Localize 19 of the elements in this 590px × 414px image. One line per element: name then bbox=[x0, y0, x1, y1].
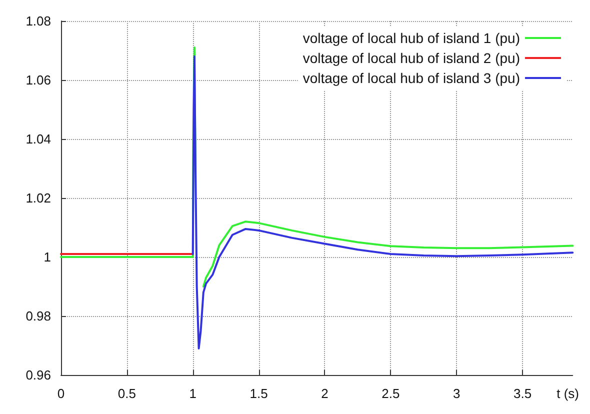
x-tick-label: 2 bbox=[321, 386, 328, 401]
x-tick-label: 3.5 bbox=[513, 386, 532, 401]
x-tick-label: 3 bbox=[452, 386, 460, 401]
y-tick-label: 1.04 bbox=[26, 132, 51, 146]
legend-label: voltage of local hub of island 1 (pu) bbox=[302, 30, 520, 46]
legend-label: voltage of local hub of island 3 (pu) bbox=[302, 70, 520, 86]
y-tick-label: 1.08 bbox=[26, 14, 51, 28]
y-tick-label: 1.06 bbox=[26, 72, 51, 88]
y-tick-label: 1 bbox=[44, 250, 51, 264]
y-tick-label: 0.96 bbox=[26, 368, 51, 382]
x-tick-label: 0 bbox=[57, 386, 65, 401]
x-tick-label: 1.5 bbox=[250, 386, 268, 401]
x-tick-label: 0.5 bbox=[118, 386, 136, 401]
x-tick-label: 2.5 bbox=[382, 386, 400, 401]
y-tick-label: 1.02 bbox=[26, 190, 51, 206]
x-tick-label: 1 bbox=[189, 386, 196, 401]
y-tick-label: 0.98 bbox=[26, 308, 51, 324]
legend-label: voltage of local hub of island 2 (pu) bbox=[302, 50, 520, 66]
x-axis-title: t (s) bbox=[556, 386, 580, 401]
